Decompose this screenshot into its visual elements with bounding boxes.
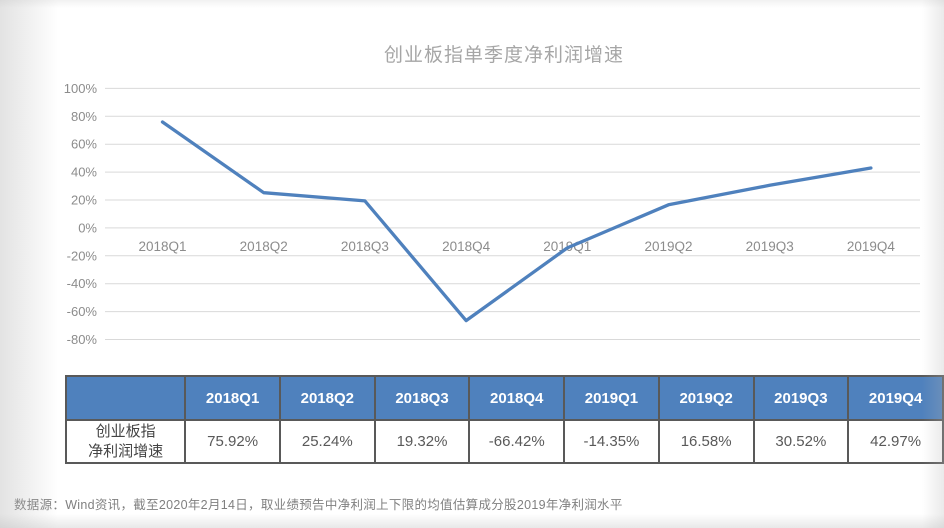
x-axis-label: 2018Q1: [138, 239, 186, 254]
value-cell: 19.32%: [373, 419, 471, 464]
value-cell: 75.92%: [184, 419, 281, 464]
bottom-edge-vignette: [0, 514, 944, 528]
value-cell: -66.42%: [468, 419, 566, 464]
profit-growth-table: 2018Q1 2018Q2 2018Q3 2018Q4 2019Q1 2019Q2 2019…: [64, 375, 944, 464]
value-cell: 25.24%: [278, 419, 376, 464]
chart-title: 创业板指单季度净利润增速: [383, 45, 624, 66]
value-cell: 42.97%: [847, 419, 944, 464]
x-axis-label: 2019Q2: [644, 239, 692, 254]
table-body: 创业板指 净利润增速 75.92% 25.24% 19.32% -66.42% -14.35…: [64, 419, 944, 464]
table-col-header: 2019Q4: [847, 375, 944, 421]
y-tick-label: -20%: [67, 248, 98, 263]
y-tick-label: 0%: [78, 220, 97, 235]
x-axis-label: 2019Q3: [746, 239, 794, 254]
y-tick-label: 20%: [71, 193, 97, 208]
y-tick-label: 100%: [64, 81, 98, 96]
value-cell: -14.35%: [563, 419, 660, 464]
x-axis-label: 2018Q3: [341, 239, 389, 254]
table-header-row: 2018Q1 2018Q2 2018Q3 2018Q4 2019Q1 2019Q2 2019…: [64, 375, 944, 421]
table-col-header: 2018Q2: [278, 375, 376, 421]
x-axis-label: 2018Q4: [442, 239, 491, 254]
y-tick-label: -60%: [67, 304, 98, 319]
row-label: 创业板指 净利润增速: [64, 419, 187, 464]
table-col-header: 2019Q2: [657, 375, 755, 421]
y-tick-label: 80%: [71, 109, 97, 124]
table-col-header: 2019Q1: [563, 375, 660, 421]
y-tick-label: -80%: [67, 332, 98, 347]
table-row: 创业板指 净利润增速 75.92% 25.24% 19.32% -66.42% -14.35…: [64, 419, 944, 464]
profit-growth-line-chart: 100% 80% 60% 40% 20% 0% -20% -40% -60% -80% 2018Q1…: [64, 81, 920, 347]
value-cell: 16.58%: [657, 419, 755, 464]
x-axis-label: 2019Q4: [847, 239, 896, 254]
value-cell: 30.52%: [752, 419, 850, 464]
data-source-note: 数据源：Wind资讯，截至2020年2月14日，取业绩预告中净利润上下限的均值估…: [14, 498, 623, 512]
table-col-header: 2018Q1: [184, 375, 281, 421]
series-line: [160, 120, 873, 323]
table-col-header: 2018Q4: [468, 375, 566, 421]
x-axis-label: 2018Q2: [240, 239, 288, 254]
y-tick-label: -40%: [67, 276, 98, 291]
table-col-header: 2019Q3: [752, 375, 850, 421]
y-tick-label: 60%: [71, 137, 97, 152]
table-corner-cell: [64, 375, 187, 421]
table-col-header: 2018Q3: [373, 375, 471, 421]
y-tick-label: 40%: [71, 165, 97, 180]
